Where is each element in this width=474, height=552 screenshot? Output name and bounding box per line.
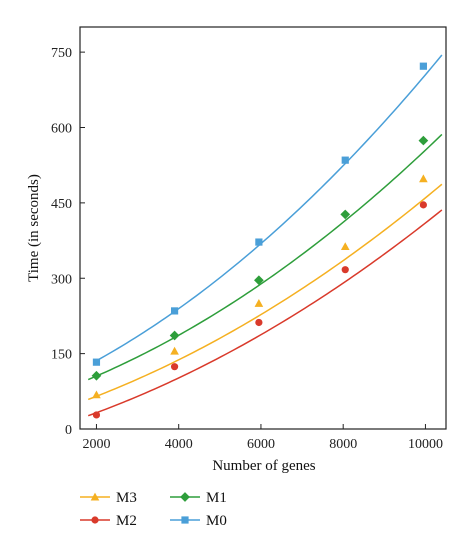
y-tick-label: 600 <box>51 122 72 137</box>
axis-ticks: 2000 4000 6000 8000 10000 0 150 300 450 600 750 <box>51 46 443 452</box>
legend-label: M3 <box>116 490 137 506</box>
legend-marker-m2 <box>91 516 99 524</box>
data-point-m1 <box>340 209 351 220</box>
y-tick-label: 0 <box>65 423 72 438</box>
y-tick-label: 750 <box>51 46 72 61</box>
data-point-m0 <box>255 238 263 246</box>
data-point-m0 <box>92 358 101 366</box>
legend-item-m2: M2 <box>80 513 137 529</box>
data-point-m2 <box>255 318 263 327</box>
data-point-m2 <box>341 266 349 274</box>
data-point-m1 <box>91 370 102 381</box>
series-line-m2 <box>87 209 443 417</box>
data-point-m2 <box>92 411 101 419</box>
data-point-m0 <box>419 62 427 70</box>
y-tick-label: 300 <box>51 272 72 287</box>
data-point-m1 <box>169 330 180 341</box>
x-axis-label: Number of genes <box>212 458 315 474</box>
data-point-m1 <box>254 275 264 286</box>
legend-label: M1 <box>206 490 227 506</box>
data-point-m1 <box>418 135 429 146</box>
data-point-m2 <box>170 363 179 371</box>
data-point-m0 <box>341 156 349 164</box>
data-point-m0 <box>170 307 179 315</box>
data-point-m2 <box>419 201 427 209</box>
series-line-m0 <box>96 54 443 362</box>
y-tick-label: 450 <box>51 197 72 212</box>
legend-label: M2 <box>116 513 137 529</box>
data-point-m3 <box>419 174 428 183</box>
series-line-m1 <box>87 133 443 381</box>
x-tick-label: 2000 <box>82 437 110 452</box>
x-tick-label: 6000 <box>247 437 275 452</box>
legend-marker-m0 <box>181 516 189 524</box>
x-tick-label: 8000 <box>329 437 357 452</box>
data-point-m3 <box>340 242 350 251</box>
legend-marker-m3 <box>90 492 100 501</box>
plot-frame <box>79 26 447 430</box>
legend-marker-m1 <box>180 492 190 502</box>
series-markers <box>91 62 429 419</box>
data-point-m3 <box>170 346 179 355</box>
y-axis-label: Time (in seconds) <box>26 174 42 282</box>
legend-item-m1: M1 <box>170 490 227 506</box>
series-curves <box>87 54 443 417</box>
x-tick-label: 4000 <box>165 437 193 452</box>
data-point-m3 <box>254 299 264 307</box>
legend-item-m3: M3 <box>80 490 137 506</box>
data-point-m3 <box>92 390 101 399</box>
legend-item-m0: M0 <box>170 513 227 529</box>
series-line-m3 <box>87 183 443 401</box>
y-tick-label: 150 <box>51 348 72 363</box>
legend: M3 M1 M2 M0 <box>80 490 227 529</box>
x-tick-label: 10000 <box>408 437 443 452</box>
legend-label: M0 <box>206 513 227 529</box>
